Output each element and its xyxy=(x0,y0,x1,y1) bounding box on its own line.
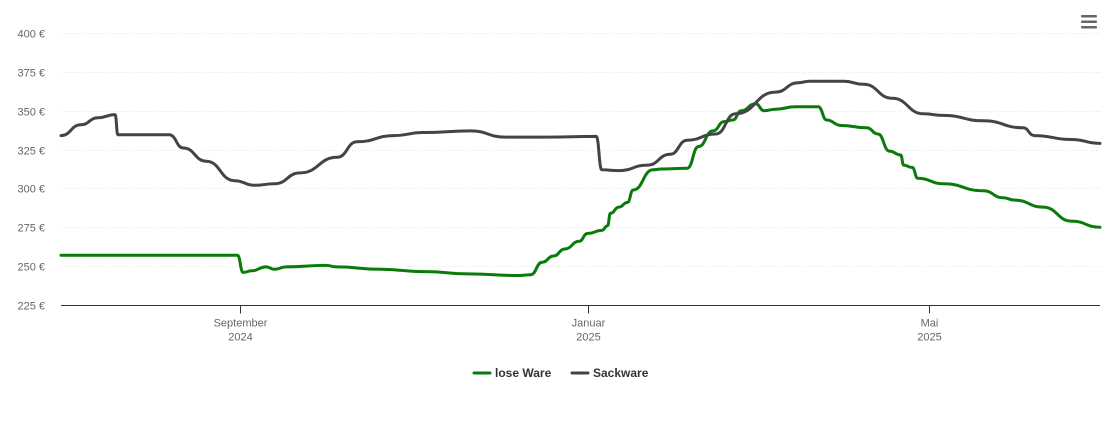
legend-label: Sackware xyxy=(593,366,649,380)
y-tick-label: 350 € xyxy=(17,107,45,119)
legend-item-lose-ware[interactable]: lose Ware xyxy=(472,366,552,380)
x-tick-label: Januar xyxy=(572,318,606,330)
x-tick-year: 2025 xyxy=(917,332,941,344)
x-tick-label: September xyxy=(214,318,268,330)
legend-label: lose Ware xyxy=(495,366,552,380)
y-tick-label: 275 € xyxy=(17,223,45,235)
y-axis: 400 € 375 € 350 € 325 € 300 € 275 € 250 € 225 € xyxy=(17,29,45,313)
series-lines xyxy=(59,79,1102,277)
x-tick-year: 2025 xyxy=(576,332,600,344)
legend[interactable]: lose Ware Sackware xyxy=(472,366,649,380)
y-tick-label: 225 € xyxy=(17,301,45,313)
x-tick-label: Mai xyxy=(921,318,939,330)
x-axis: September 2024 Januar 2025 Mai 2025 xyxy=(61,305,1100,344)
hamburger-menu-icon[interactable] xyxy=(1080,14,1098,30)
y-tick-label: 375 € xyxy=(17,68,45,80)
x-tick-year: 2024 xyxy=(228,332,252,344)
series-line-sackware xyxy=(59,79,1102,187)
y-tick-label: 250 € xyxy=(17,262,45,274)
legend-item-sackware[interactable]: Sackware xyxy=(570,366,649,380)
y-tick-label: 400 € xyxy=(17,29,45,41)
series-line-lose-ware xyxy=(59,102,1102,277)
grid-lines xyxy=(61,33,1100,267)
y-tick-label: 300 € xyxy=(17,184,45,196)
y-tick-label: 325 € xyxy=(17,146,45,158)
